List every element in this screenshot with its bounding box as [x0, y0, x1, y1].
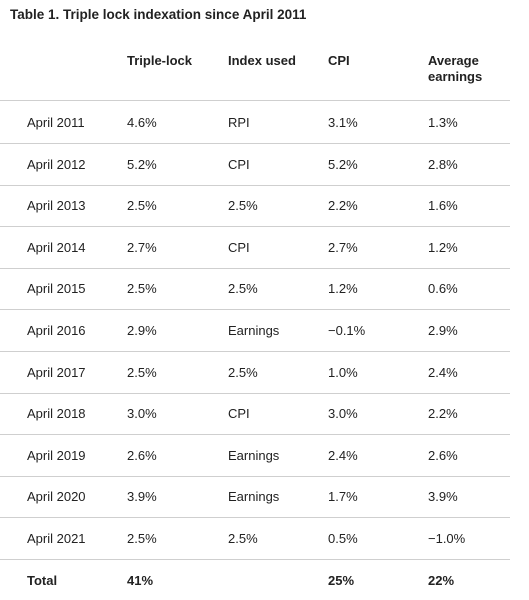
- column-header: CPI: [328, 53, 350, 68]
- row-label: April 2016: [27, 323, 86, 338]
- cell: 0.5%: [328, 531, 358, 546]
- row-label: April 2018: [27, 406, 86, 422]
- cell: CPI: [228, 406, 250, 422]
- cell: 2.7%: [127, 239, 157, 255]
- cell: 3.9%: [428, 489, 458, 505]
- cell: RPI: [228, 115, 250, 130]
- cell: 5.2%: [127, 156, 157, 172]
- column-header: Triple-lock: [127, 53, 193, 68]
- row-divider: [0, 143, 510, 144]
- table-title: Table 1. Triple lock indexation since Ap…: [10, 7, 307, 22]
- total-cell: 22%: [428, 572, 455, 588]
- row-divider: [0, 351, 510, 352]
- cell: 0.6%: [428, 281, 458, 297]
- cell: 2.5%: [127, 531, 157, 546]
- row-label: April 2013: [27, 198, 86, 214]
- cell: 3.1%: [328, 115, 358, 130]
- cell: 4.6%: [127, 115, 157, 130]
- cell: 1.0%: [328, 364, 358, 380]
- row-divider: [0, 185, 510, 186]
- cell: 2.5%: [228, 281, 258, 297]
- cell: Earnings: [228, 489, 280, 505]
- cell: 2.6%: [428, 447, 458, 463]
- row-divider: [0, 393, 510, 394]
- cell: −0.1%: [328, 323, 366, 338]
- cell: 2.9%: [428, 323, 458, 338]
- row-divider: [0, 100, 510, 101]
- cell: 3.0%: [328, 406, 358, 422]
- row-label: April 2019: [27, 447, 86, 463]
- cell: CPI: [228, 156, 250, 172]
- cell: 1.3%: [428, 115, 458, 130]
- total-cell: 25%: [328, 572, 355, 588]
- cell: 2.4%: [328, 447, 358, 463]
- cell: 3.9%: [127, 489, 157, 505]
- row-divider: [0, 476, 510, 477]
- row-label: April 2021: [27, 531, 86, 546]
- cell: 2.8%: [428, 156, 458, 172]
- cell: 2.5%: [127, 364, 157, 380]
- cell: 1.2%: [428, 239, 458, 255]
- cell: 2.2%: [428, 406, 458, 422]
- row-divider: [0, 268, 510, 269]
- cell: 2.4%: [428, 364, 458, 380]
- cell: −1.0%: [428, 531, 466, 546]
- cell: 2.9%: [127, 323, 157, 338]
- cell: 2.5%: [127, 198, 157, 214]
- total-label: Total: [27, 572, 58, 588]
- row-divider: [0, 226, 510, 227]
- total-cell: 41%: [127, 572, 154, 588]
- cell: CPI: [228, 239, 250, 255]
- row-label: April 2015: [27, 281, 86, 297]
- row-label: April 2014: [27, 239, 86, 255]
- cell: 1.7%: [328, 489, 358, 505]
- cell: 1.2%: [328, 281, 358, 297]
- cell: Earnings: [228, 447, 280, 463]
- cell: 2.5%: [228, 198, 258, 214]
- cell: 2.6%: [127, 447, 157, 463]
- cell: 2.5%: [228, 364, 258, 380]
- cell: 2.2%: [328, 198, 358, 214]
- row-divider: [0, 517, 510, 518]
- row-divider: [0, 309, 510, 310]
- row-label: April 2011: [27, 115, 85, 130]
- cell: 2.5%: [228, 531, 258, 546]
- column-header: Average earnings: [428, 53, 483, 84]
- cell: 2.7%: [328, 239, 358, 255]
- row-label: April 2012: [27, 156, 86, 172]
- row-divider: [0, 434, 510, 435]
- cell: 5.2%: [328, 156, 358, 172]
- cell: 2.5%: [127, 281, 157, 297]
- cell: 3.0%: [127, 406, 157, 422]
- cell: Earnings: [228, 323, 280, 338]
- row-label: April 2017: [27, 364, 86, 380]
- row-divider: [0, 559, 510, 560]
- column-header: Index used: [228, 53, 296, 68]
- row-label: April 2020: [27, 489, 86, 505]
- cell: 1.6%: [428, 198, 458, 214]
